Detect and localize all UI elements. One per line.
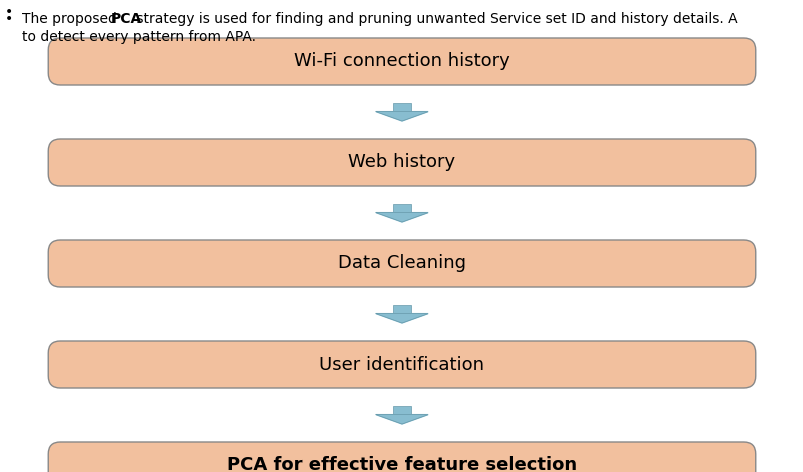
Text: User identification: User identification: [319, 355, 484, 373]
Text: to detect every pattern from APA.: to detect every pattern from APA.: [22, 30, 255, 44]
FancyBboxPatch shape: [393, 204, 410, 213]
Polygon shape: [376, 213, 427, 222]
Polygon shape: [376, 414, 427, 424]
Text: strategy is used for finding and pruning unwanted Service set ID and history det: strategy is used for finding and pruning…: [132, 12, 736, 26]
FancyBboxPatch shape: [48, 442, 755, 472]
FancyBboxPatch shape: [48, 139, 755, 186]
Text: PCA: PCA: [110, 12, 141, 26]
Text: Web history: Web history: [348, 153, 455, 171]
Text: •: •: [5, 5, 13, 19]
FancyBboxPatch shape: [48, 240, 755, 287]
FancyBboxPatch shape: [393, 406, 410, 414]
Polygon shape: [376, 112, 427, 121]
Text: Data Cleaning: Data Cleaning: [337, 254, 466, 272]
Text: The proposed: The proposed: [22, 12, 121, 26]
Polygon shape: [376, 313, 427, 323]
Text: PCA for effective feature selection: PCA for effective feature selection: [226, 456, 577, 472]
FancyBboxPatch shape: [48, 341, 755, 388]
Text: •: •: [5, 12, 13, 26]
FancyBboxPatch shape: [48, 38, 755, 85]
FancyBboxPatch shape: [393, 103, 410, 112]
Text: Wi-Fi connection history: Wi-Fi connection history: [294, 52, 509, 70]
FancyBboxPatch shape: [393, 305, 410, 313]
